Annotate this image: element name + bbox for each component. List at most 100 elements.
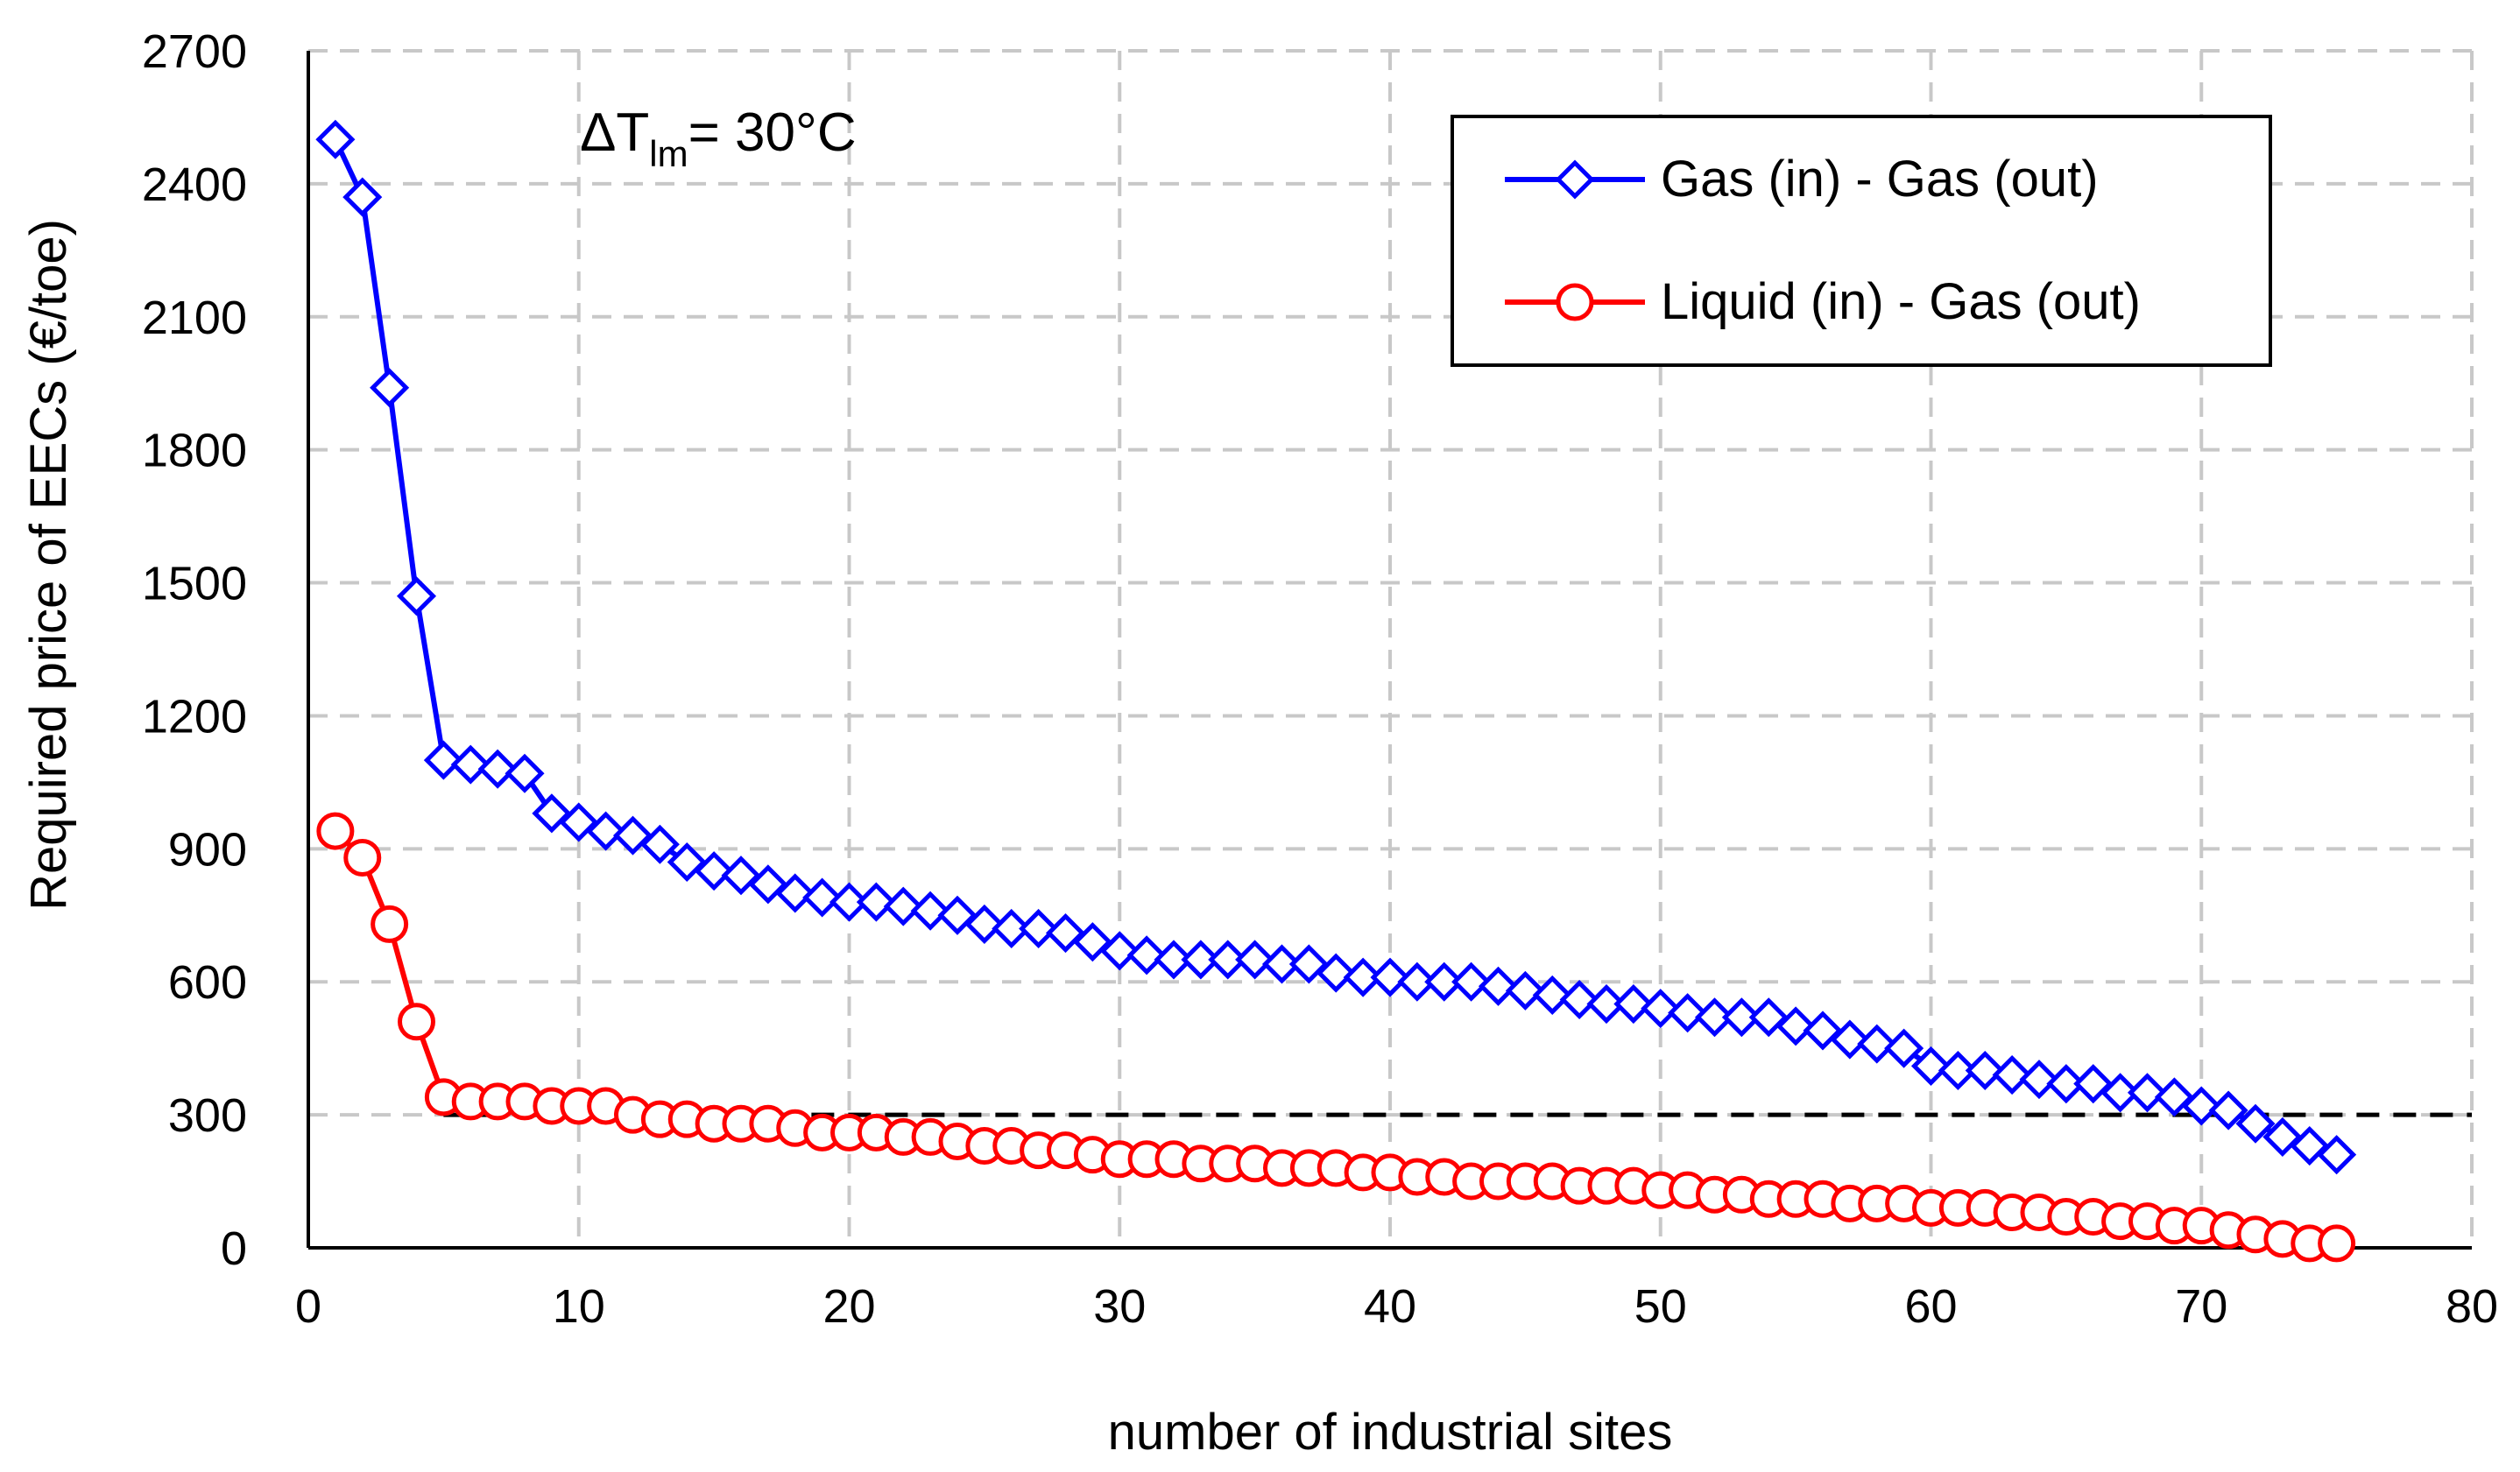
axes: [307, 51, 2472, 1250]
delta-t-annotation: ΔTlm= 30°C: [580, 102, 857, 174]
data-point-circle: [316, 812, 355, 850]
data-point-diamond: [2208, 1090, 2248, 1130]
data-point-diamond: [937, 895, 978, 935]
data-point-diamond: [964, 904, 1005, 944]
data-point-diamond: [1478, 966, 1519, 1006]
data-point-diamond: [1857, 1024, 1897, 1064]
data-point-diamond: [1126, 935, 1167, 975]
data-point-diamond: [2046, 1064, 2086, 1104]
x-tick-label: 50: [1634, 1280, 1687, 1333]
data-point-diamond: [748, 864, 788, 905]
x-axis-title: number of industrial sites: [1108, 1404, 1673, 1461]
data-point-diamond: [639, 824, 680, 864]
data-point-diamond: [2235, 1103, 2276, 1144]
data-point-diamond: [315, 119, 356, 159]
data-point-diamond: [1559, 979, 1599, 1020]
data-point-diamond: [1830, 1019, 1870, 1060]
x-tick-label: 10: [553, 1280, 605, 1333]
x-tick-label: 40: [1364, 1280, 1416, 1333]
data-point-diamond: [450, 744, 491, 785]
data-point-diamond: [2154, 1077, 2194, 1117]
data-point-diamond: [1343, 957, 1383, 997]
data-point-diamond: [342, 177, 383, 217]
data-point-diamond: [1748, 997, 1789, 1038]
data-point-diamond: [1235, 940, 1275, 980]
data-point-diamond: [2317, 1135, 2357, 1175]
data-point-diamond: [2100, 1073, 2141, 1113]
y-tick-label: 300: [168, 1089, 247, 1142]
data-point-diamond: [802, 877, 843, 918]
data-point-diamond: [1072, 922, 1112, 962]
x-tick-label: 60: [1904, 1280, 1957, 1333]
data-point-diamond: [1694, 997, 1735, 1038]
data-point-diamond: [883, 886, 923, 926]
data-point-diamond: [775, 873, 815, 913]
data-point-diamond: [423, 740, 463, 780]
y-tick-label: 2100: [142, 292, 247, 344]
data-point-diamond: [532, 793, 572, 834]
data-point-diamond: [1288, 944, 1329, 984]
data-point-diamond: [1641, 989, 1681, 1029]
annotation-subscript: lm: [649, 133, 688, 174]
x-tick-label: 80: [2446, 1280, 2498, 1333]
data-point-diamond: [477, 749, 518, 789]
data-point-diamond: [1045, 912, 1086, 954]
data-point-circle: [343, 838, 382, 877]
y-tick-label: 1500: [142, 558, 247, 610]
y-tick-label: 1800: [142, 425, 247, 477]
y-tick-label: 2400: [142, 158, 247, 211]
data-point-diamond: [1154, 940, 1194, 980]
data-point-diamond: [559, 802, 599, 842]
data-point-circle: [371, 905, 409, 943]
data-point-diamond: [1019, 908, 1059, 949]
data-point-diamond: [1938, 1050, 1978, 1091]
data-point-diamond: [1668, 993, 1708, 1033]
annotation-prefix: ΔT: [580, 102, 649, 163]
y-tick-label: 0: [221, 1222, 247, 1275]
x-tick-label: 70: [2175, 1280, 2227, 1333]
y-tick-label: 1200: [142, 690, 247, 743]
data-point-diamond: [1586, 984, 1627, 1025]
legend-box: [1451, 115, 2272, 367]
y-tick-label: 900: [168, 823, 247, 876]
data-point-diamond: [856, 882, 896, 922]
y-tick-label: 600: [168, 956, 247, 1009]
data-point-diamond: [1099, 931, 1140, 971]
data-point-diamond: [1451, 961, 1492, 1002]
data-point-diamond: [1370, 957, 1410, 997]
data-point-diamond: [370, 368, 410, 408]
data-point-diamond: [1532, 975, 1572, 1015]
data-point-diamond: [1884, 1028, 1924, 1068]
legend-marker-diamond: [1555, 159, 1595, 200]
data-point-circle: [398, 1003, 435, 1041]
data-point-diamond: [1721, 997, 1761, 1038]
data-point-diamond: [1181, 940, 1221, 980]
data-point-diamond: [2127, 1073, 2168, 1113]
data-point-diamond: [992, 908, 1032, 949]
legend-label-liquid-gas: Liquid (in) - Gas (out): [1661, 273, 2141, 330]
legend-marker-circle: [1556, 283, 1594, 321]
data-point-diamond: [2019, 1060, 2059, 1100]
data-point-diamond: [1965, 1050, 2005, 1091]
data-point-diamond: [396, 576, 437, 616]
legend: Gas (in) - Gas (out) Liquid (in) - Gas (…: [1451, 115, 2272, 367]
x-tick-label: 0: [295, 1280, 321, 1333]
data-point-diamond: [1992, 1055, 2032, 1095]
annotation-suffix: = 30°C: [688, 102, 857, 163]
data-point-diamond: [1424, 961, 1465, 1002]
series-group: [315, 119, 2357, 1263]
data-point-diamond: [2181, 1086, 2221, 1126]
data-point-diamond: [829, 882, 870, 922]
data-point-diamond: [1505, 970, 1545, 1011]
data-point-diamond: [1910, 1046, 1952, 1086]
data-point-diamond: [1261, 944, 1302, 984]
data-point-diamond: [1775, 1006, 1816, 1046]
data-point-diamond: [2262, 1116, 2303, 1157]
legend-label-gas-gas: Gas (in) - Gas (out): [1661, 151, 2099, 208]
y-axis-title: Required price of EECs (€/toe): [20, 219, 77, 911]
y-tick-label: 2700: [142, 25, 247, 78]
data-point-diamond: [505, 753, 545, 793]
x-tick-label: 30: [1093, 1280, 1146, 1333]
data-point-diamond: [1613, 984, 1654, 1025]
